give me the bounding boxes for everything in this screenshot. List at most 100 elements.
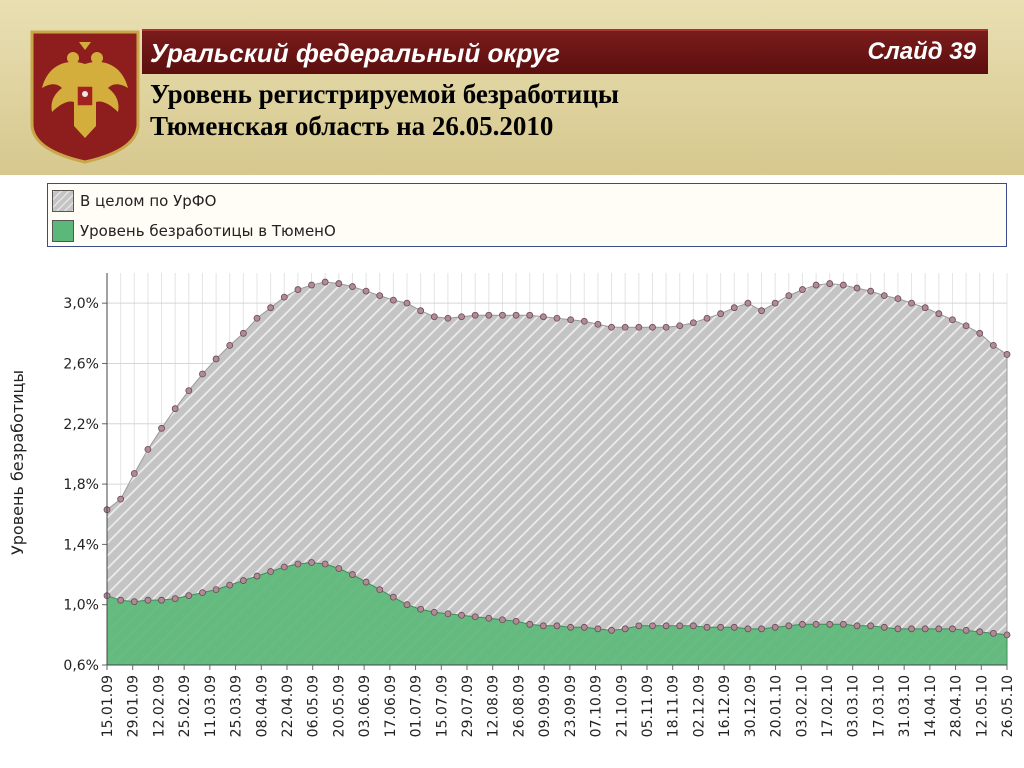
data-point-tyumen: [280, 563, 288, 571]
x-tick-label: 03.02.10: [794, 675, 810, 737]
data-point-tyumen: [335, 565, 343, 572]
data-point-tyumen: [212, 586, 220, 594]
data-point-tyumen: [321, 560, 329, 568]
data-point-urfo: [989, 341, 997, 349]
data-point-urfo: [199, 370, 206, 378]
data-point-urfo: [771, 299, 779, 307]
data-point-tyumen: [349, 571, 356, 578]
data-point-urfo: [321, 278, 329, 286]
data-point-tyumen: [635, 622, 643, 630]
x-tick-label: 12.02.09: [151, 675, 167, 737]
slide-header: Уральский федеральный округ Слайд 39 Уро…: [0, 0, 1024, 175]
x-tick-label: 09.09.09: [537, 675, 553, 737]
data-point-urfo: [212, 355, 220, 363]
x-tick-label: 17.02.10: [820, 675, 836, 737]
x-tick-label: 26.05.10: [1000, 675, 1016, 737]
data-point-urfo: [621, 323, 629, 331]
x-tick-label: 20.01.10: [769, 675, 785, 737]
x-tick-label: 30.12.09: [743, 675, 759, 737]
data-point-tyumen: [417, 605, 425, 613]
y-tick-label: 0,6%: [63, 658, 99, 674]
data-point-tyumen: [239, 577, 247, 584]
data-point-tyumen: [976, 628, 984, 636]
x-tick-label: 12.05.10: [974, 675, 990, 737]
data-point-tyumen: [580, 623, 588, 631]
chart-legend: В целом по УрФО Уровень безработицы в Тю…: [47, 183, 1007, 247]
legend-label-urfo: В целом по УрФО: [80, 192, 217, 210]
y-tick-label: 2,6%: [63, 356, 99, 372]
data-point-urfo: [512, 311, 520, 319]
x-tick-label: 26.08.09: [511, 675, 527, 737]
data-point-tyumen: [553, 622, 561, 630]
data-point-tyumen: [935, 625, 943, 633]
region-title: Уральский федеральный округ: [150, 38, 561, 68]
legend-item-urfo: В целом по УрФО: [52, 187, 216, 215]
data-point-urfo: [949, 316, 956, 324]
x-tick-label: 18.11.09: [666, 675, 682, 737]
data-point-urfo: [649, 323, 656, 331]
data-point-urfo: [689, 319, 697, 327]
subtitle-line-1: Уровень регистрируемой безработицы: [150, 79, 619, 109]
data-point-tyumen: [908, 625, 915, 633]
data-point-urfo: [853, 284, 861, 292]
x-tick-label: 11.03.09: [203, 675, 219, 737]
x-tick-label: 03.06.09: [357, 675, 373, 737]
x-tick-label: 21.10.09: [614, 675, 630, 737]
data-point-urfo: [744, 299, 752, 307]
data-point-tyumen: [962, 626, 970, 634]
x-tick-label: 15.07.09: [434, 675, 450, 737]
data-point-urfo: [908, 299, 915, 307]
data-point-tyumen: [594, 625, 602, 633]
series-areas: [106, 281, 1008, 666]
x-tick-label: 06.05.09: [306, 675, 322, 737]
data-point-tyumen: [949, 625, 956, 633]
data-point-tyumen: [158, 596, 165, 604]
data-point-urfo: [362, 287, 370, 295]
data-point-urfo: [485, 311, 493, 319]
subtitle-line-2: Тюменская область на 26.05.2010: [150, 111, 554, 141]
data-point-tyumen: [717, 623, 725, 631]
data-point-urfo: [867, 287, 875, 295]
x-tick-label: 16.12.09: [717, 675, 733, 737]
x-tick-label: 14.04.10: [923, 675, 939, 737]
data-point-urfo: [158, 424, 165, 432]
data-point-tyumen: [799, 620, 806, 628]
data-point-urfo: [389, 296, 397, 304]
legend-swatch-tyumen: [52, 220, 74, 242]
x-tick-label: 01.07.09: [409, 675, 425, 737]
data-point-urfo: [130, 470, 138, 477]
data-point-urfo: [526, 311, 534, 319]
data-point-tyumen: [894, 625, 902, 633]
data-point-tyumen: [649, 622, 656, 630]
data-point-urfo: [226, 341, 234, 349]
data-point-urfo: [608, 323, 615, 331]
y-tick-label: 3,0%: [63, 296, 99, 312]
data-point-urfo: [594, 320, 602, 328]
data-point-tyumen: [703, 623, 711, 631]
x-tick-label: 15.01.09: [100, 675, 116, 737]
data-point-urfo: [267, 304, 275, 312]
data-point-tyumen: [676, 622, 684, 630]
data-point-tyumen: [130, 598, 138, 606]
x-tick-label: 07.10.09: [589, 675, 605, 737]
coat-of-arms-icon: [30, 30, 140, 164]
x-tick-label: 23.09.09: [563, 675, 579, 737]
data-point-urfo: [417, 307, 425, 315]
x-tick-label: 29.01.09: [126, 675, 142, 737]
data-point-tyumen: [471, 613, 479, 621]
axes: 0,6% 1,0% 1,4% 1,8% 2,2% 2,6% 3,0% 15.01.09 29.0…: [63, 273, 1016, 737]
data-point-tyumen: [1003, 631, 1011, 639]
legend-swatch-urfo: [52, 190, 74, 212]
data-point-urfo: [935, 310, 943, 318]
data-point-tyumen: [826, 620, 834, 628]
data-point-urfo: [976, 329, 984, 337]
data-point-tyumen: [389, 593, 397, 601]
data-point-urfo: [799, 286, 806, 293]
y-tick-label: 2,2%: [63, 417, 99, 433]
data-point-urfo: [294, 286, 302, 293]
data-point-tyumen: [512, 617, 520, 625]
data-point-tyumen: [608, 626, 615, 634]
data-point-tyumen: [171, 595, 179, 603]
data-point-tyumen: [458, 611, 465, 619]
